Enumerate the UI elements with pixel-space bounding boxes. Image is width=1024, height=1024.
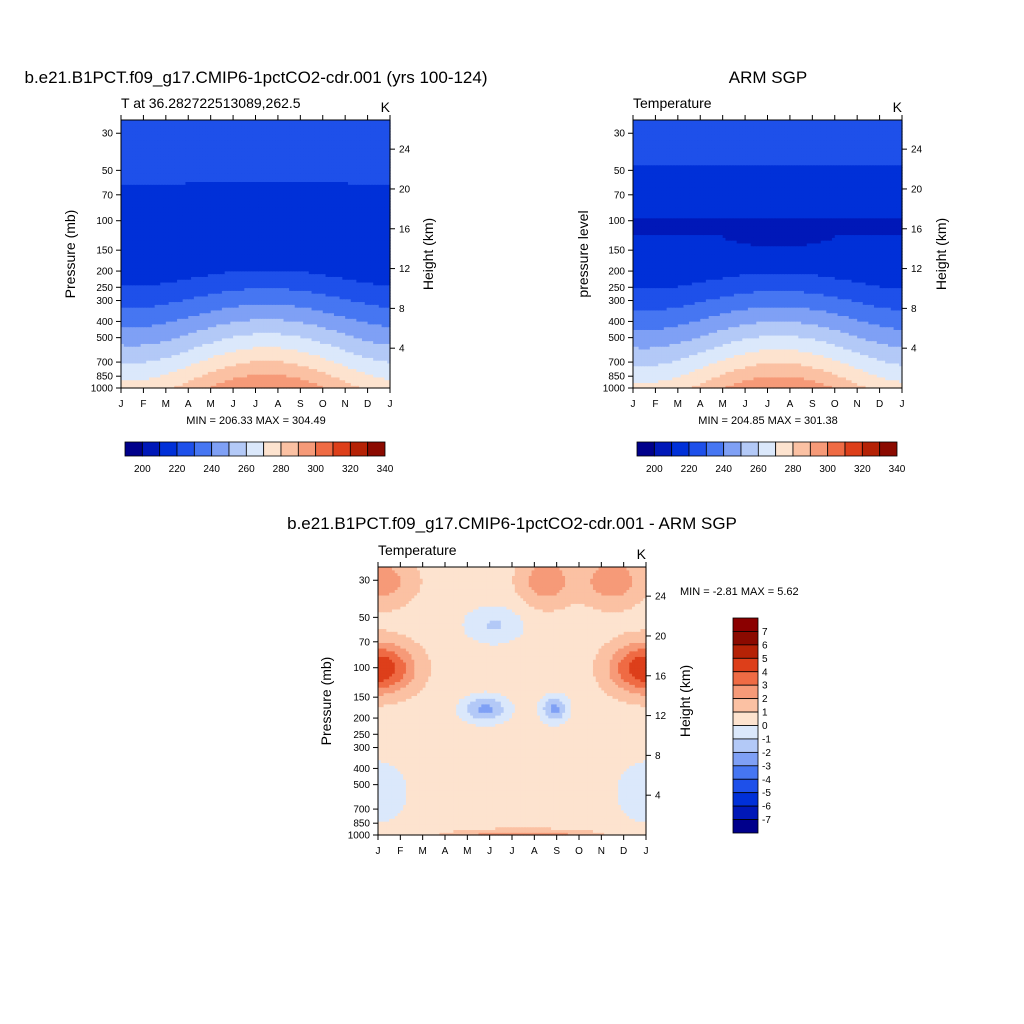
chart-title: b.e21.B1PCT.f09_g17.CMIP6-1pctCO2-cdr.00… xyxy=(24,68,487,87)
panel-model: b.e21.B1PCT.f09_g17.CMIP6-1pctCO2-cdr.00… xyxy=(24,68,487,475)
units-label: K xyxy=(381,99,391,115)
chart-canvas: b.e21.B1PCT.f09_g17.CMIP6-1pctCO2-cdr.00… xyxy=(0,0,1024,1024)
left-string: T at 36.282722513089,262.5 xyxy=(121,95,301,111)
contour-field xyxy=(121,120,391,389)
